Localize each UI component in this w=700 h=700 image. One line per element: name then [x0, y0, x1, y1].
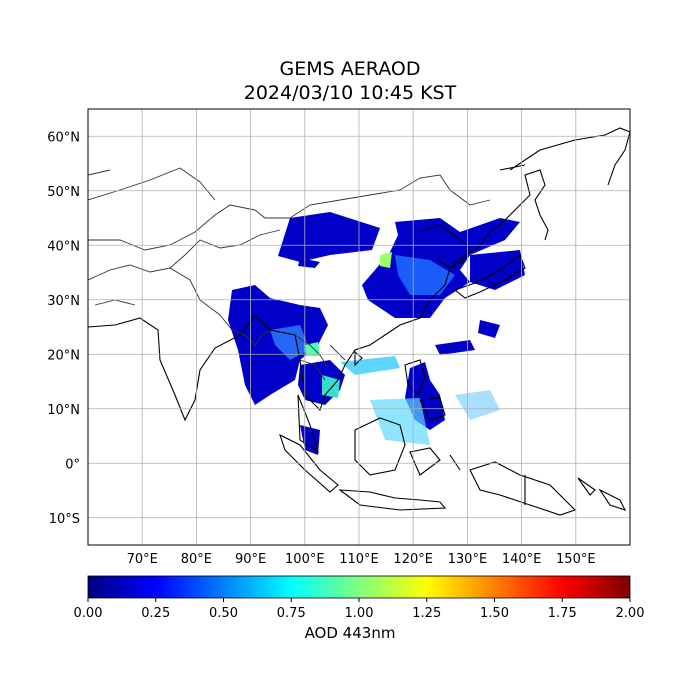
- colorbar-tick-label: 0.50: [209, 606, 238, 621]
- lon-tick-label: 80°E: [181, 552, 212, 567]
- colorbar-ticks: 0.00 0.25 0.50 0.75 1.00 1.25 1.50 1.75 2.00: [74, 598, 645, 621]
- colorbar-tick-label: 1.50: [480, 606, 509, 621]
- lon-tick-label: 150°E: [556, 552, 596, 567]
- colorbar-tick-label: 1.00: [345, 606, 374, 621]
- map-frame: [87, 108, 631, 546]
- graticule: [88, 109, 630, 545]
- lon-tick-label: 100°E: [285, 552, 325, 567]
- lat-tick-label: 30°N: [47, 294, 80, 309]
- latitude-labels: 60°N 50°N 40°N 30°N 20°N 10°N 0° 10°S: [47, 130, 80, 527]
- lon-tick-label: 140°E: [502, 552, 542, 567]
- lon-tick-label: 130°E: [448, 552, 488, 567]
- lat-tick-label: 10°N: [47, 403, 80, 418]
- longitude-labels: 70°E 80°E 90°E 100°E 110°E 120°E 130°E 140°E 150…: [127, 552, 596, 567]
- map-content: [88, 127, 630, 516]
- coastlines: [88, 127, 630, 516]
- map-subtitle: 2024/03/10 10:45 KST: [243, 82, 457, 104]
- lat-tick-label: 0°: [65, 457, 80, 472]
- lat-tick-label: 50°N: [47, 185, 80, 200]
- lat-tick-label: 20°N: [47, 348, 80, 363]
- colorbar-tick-label: 1.25: [412, 606, 441, 621]
- colorbar-tick-label: 2.00: [616, 606, 645, 621]
- colorbar-tick-label: 0.25: [141, 606, 170, 621]
- map-title: GEMS AERAOD: [279, 58, 421, 80]
- colorbar-label: AOD 443nm: [304, 624, 396, 642]
- lat-tick-label: 10°S: [49, 512, 80, 527]
- colorbar-tick-label: 0.00: [74, 606, 103, 621]
- lat-tick-label: 40°N: [47, 239, 80, 254]
- lon-tick-label: 70°E: [127, 552, 158, 567]
- colorbar: [87, 575, 631, 599]
- colorbar-tick-label: 0.75: [277, 606, 306, 621]
- colorbar-tick-label: 1.75: [548, 606, 577, 621]
- lat-tick-label: 60°N: [47, 130, 80, 145]
- lon-tick-label: 110°E: [339, 552, 379, 567]
- lon-tick-label: 90°E: [235, 552, 266, 567]
- lon-tick-label: 120°E: [393, 552, 433, 567]
